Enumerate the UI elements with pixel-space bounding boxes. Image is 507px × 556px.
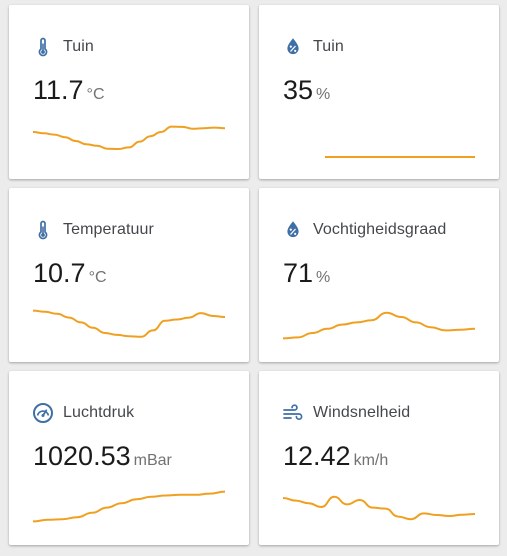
sensor-name: Tuin — [63, 38, 94, 55]
sensor-unit: °C — [86, 86, 105, 103]
sensor-card-tuin-temperature[interactable]: Tuin 11.7 °C — [9, 5, 249, 179]
sensor-unit: km/h — [353, 452, 389, 469]
sensor-name: Tuin — [313, 38, 344, 55]
sensor-value: 10.7 — [33, 258, 86, 288]
sensor-state: 1020.53 mBar — [33, 443, 172, 470]
sensor-value: 71 — [283, 258, 314, 288]
sparkline-path — [283, 311, 475, 340]
history-sparkline — [33, 490, 225, 523]
sensor-name: Temperatuur — [63, 221, 154, 238]
history-sparkline — [33, 309, 225, 338]
history-sparkline — [283, 495, 475, 521]
sensor-card-temperatuur[interactable]: Temperatuur 10.7 °C — [9, 188, 249, 362]
history-sparkline — [283, 311, 475, 340]
sensor-state: 10.7 °C — [33, 260, 107, 287]
sensor-state: 35% — [283, 77, 330, 104]
sensor-state: 12.42 km/h — [283, 443, 388, 470]
sparkline-path — [33, 309, 225, 338]
sparkline-path — [33, 125, 225, 150]
history-sparkline — [325, 156, 475, 158]
water-percent-icon — [281, 218, 305, 242]
sensor-name: Windsnelheid — [313, 404, 411, 421]
gauge-icon — [31, 401, 55, 425]
sensor-value: 11.7 — [33, 75, 84, 105]
sensor-state: 11.7 °C — [33, 77, 105, 104]
thermometer-icon — [31, 35, 55, 59]
sensor-card-tuin-humidity[interactable]: Tuin 35% — [259, 5, 499, 179]
sensor-card-windsnelheid[interactable]: Windsnelheid 12.42 km/h — [259, 371, 499, 545]
sensor-card-luchtdruk[interactable]: Luchtdruk 1020.53 mBar — [9, 371, 249, 545]
sensor-unit: % — [316, 86, 331, 103]
sensor-unit: °C — [88, 269, 107, 286]
weather-windy-icon — [281, 401, 305, 425]
sensor-unit: % — [316, 269, 331, 286]
water-percent-icon — [281, 35, 305, 59]
thermometer-icon — [31, 218, 55, 242]
sensor-value: 35 — [283, 75, 314, 105]
sensor-card-vochtigheidsgraad[interactable]: Vochtigheidsgraad 71% — [259, 188, 499, 362]
sparkline-path — [33, 490, 225, 523]
sensor-name: Vochtigheidsgraad — [313, 221, 447, 238]
sparkline-path — [283, 495, 475, 521]
sensor-name: Luchtdruk — [63, 404, 135, 421]
sensor-value: 1020.53 — [33, 441, 131, 471]
sensor-unit: mBar — [133, 452, 172, 469]
history-sparkline — [33, 125, 225, 150]
sensor-value: 12.42 — [283, 441, 351, 471]
sensor-state: 71% — [283, 260, 330, 287]
